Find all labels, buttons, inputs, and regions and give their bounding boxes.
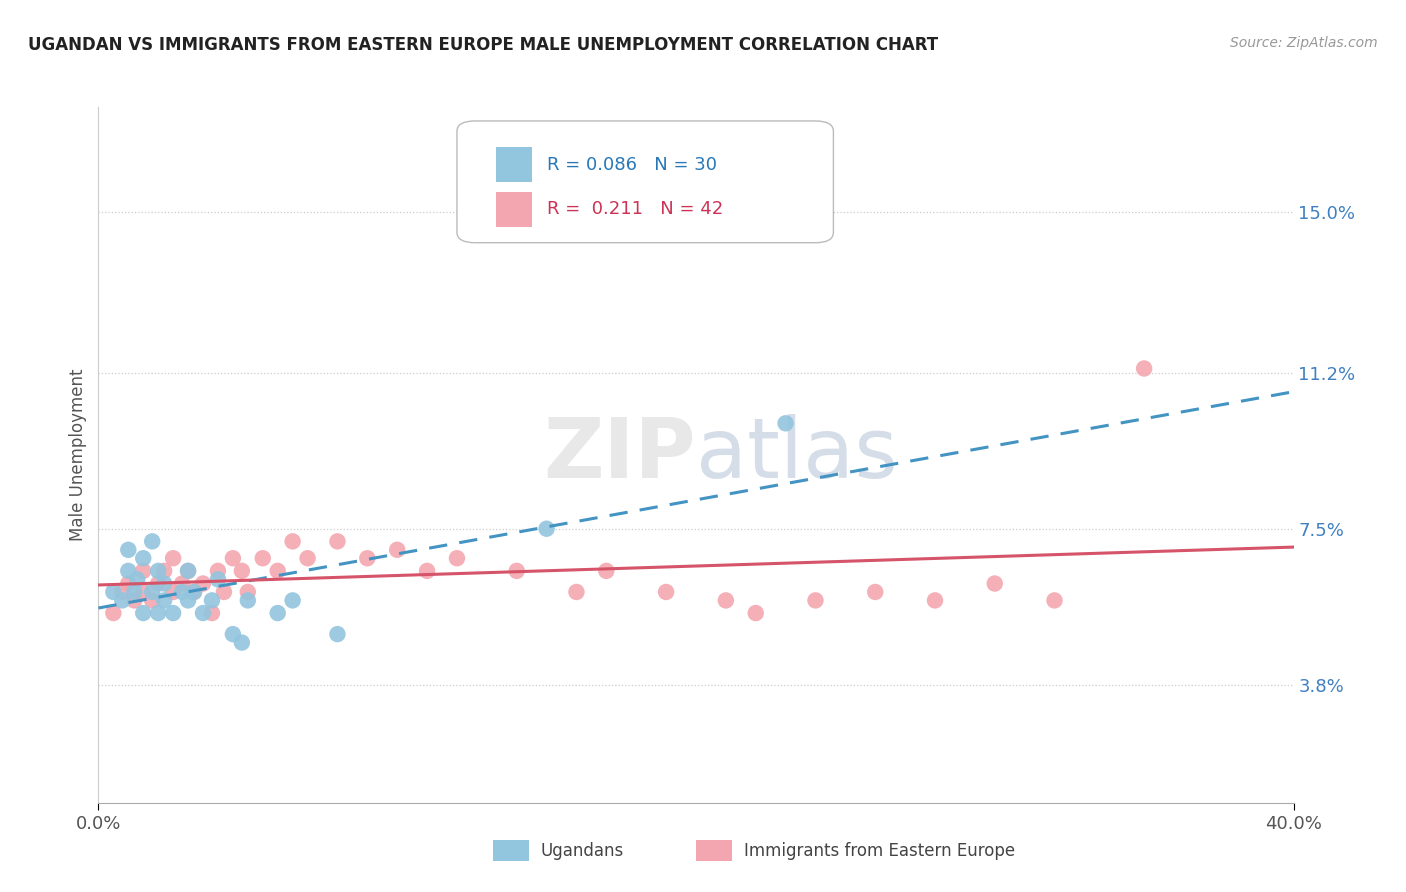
Point: [132, 585, 155, 599]
Point: [191, 606, 214, 620]
Point: [141, 534, 163, 549]
Point: [177, 564, 200, 578]
Point: [865, 585, 887, 599]
Point: [148, 564, 170, 578]
Point: [281, 534, 304, 549]
Y-axis label: Male Unemployment: Male Unemployment: [69, 368, 87, 541]
Point: [536, 522, 558, 536]
Point: [177, 564, 200, 578]
Point: [506, 564, 529, 578]
Point: [207, 572, 229, 586]
Point: [111, 585, 134, 599]
Point: [132, 551, 155, 566]
Point: [655, 585, 678, 599]
Point: [446, 551, 468, 566]
Bar: [496, 147, 533, 182]
Point: [162, 606, 184, 620]
Point: [141, 585, 163, 599]
Point: [267, 564, 290, 578]
Point: [231, 635, 253, 649]
Point: [565, 585, 588, 599]
Text: atlas: atlas: [696, 415, 897, 495]
Point: [162, 551, 184, 566]
Point: [148, 606, 170, 620]
Point: [207, 564, 229, 578]
Text: R =  0.211   N = 42: R = 0.211 N = 42: [547, 200, 723, 219]
Point: [804, 593, 827, 607]
Point: [124, 585, 146, 599]
Text: Ugandans: Ugandans: [540, 842, 624, 860]
Point: [236, 593, 259, 607]
Text: ZIP: ZIP: [544, 415, 696, 495]
Point: [267, 606, 290, 620]
Point: [281, 593, 304, 607]
Point: [183, 585, 205, 599]
Text: R = 0.086   N = 30: R = 0.086 N = 30: [547, 156, 717, 174]
Bar: [496, 192, 533, 227]
Point: [103, 585, 125, 599]
Point: [148, 576, 170, 591]
Point: [1043, 593, 1066, 607]
Point: [252, 551, 274, 566]
Point: [297, 551, 319, 566]
Point: [775, 417, 797, 431]
Point: [117, 576, 139, 591]
Point: [124, 593, 146, 607]
Point: [153, 593, 176, 607]
Point: [183, 585, 205, 599]
Point: [924, 593, 946, 607]
Point: [236, 585, 259, 599]
Bar: [696, 840, 733, 862]
Point: [326, 627, 349, 641]
FancyBboxPatch shape: [457, 121, 834, 243]
Point: [132, 606, 155, 620]
Point: [172, 576, 194, 591]
Point: [201, 593, 224, 607]
Point: [212, 585, 235, 599]
Point: [177, 593, 200, 607]
Point: [201, 606, 224, 620]
Text: Immigrants from Eastern Europe: Immigrants from Eastern Europe: [744, 842, 1015, 860]
Text: Source: ZipAtlas.com: Source: ZipAtlas.com: [1230, 36, 1378, 50]
Point: [117, 542, 139, 557]
Point: [153, 576, 176, 591]
Point: [714, 593, 737, 607]
Point: [416, 564, 439, 578]
Point: [172, 585, 194, 599]
Point: [222, 627, 245, 641]
Point: [111, 593, 134, 607]
Point: [326, 534, 349, 549]
Point: [1133, 361, 1156, 376]
Point: [385, 542, 409, 557]
Point: [141, 593, 163, 607]
Point: [132, 564, 155, 578]
Point: [231, 564, 253, 578]
Point: [356, 551, 378, 566]
Point: [745, 606, 768, 620]
Point: [983, 576, 1005, 591]
Point: [162, 585, 184, 599]
Point: [117, 564, 139, 578]
Point: [103, 606, 125, 620]
Point: [222, 551, 245, 566]
Point: [191, 576, 214, 591]
Point: [127, 572, 149, 586]
Text: UGANDAN VS IMMIGRANTS FROM EASTERN EUROPE MALE UNEMPLOYMENT CORRELATION CHART: UGANDAN VS IMMIGRANTS FROM EASTERN EUROP…: [28, 36, 938, 54]
Point: [153, 564, 176, 578]
Point: [595, 564, 617, 578]
Bar: [494, 840, 529, 862]
